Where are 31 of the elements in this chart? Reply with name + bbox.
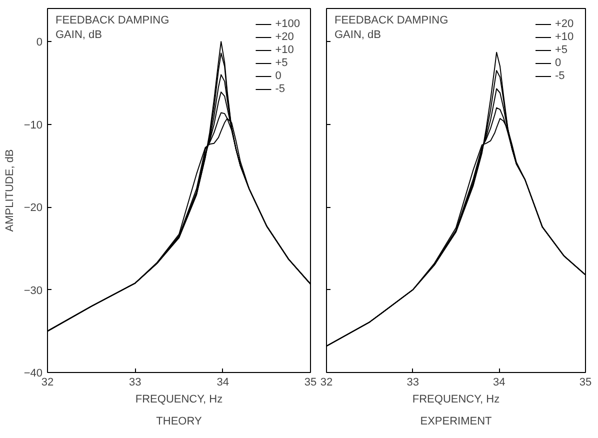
x-tick-label: 35 [304,376,317,388]
y-tick-label: −40 [24,368,43,380]
legend-label: +20 [275,31,295,43]
legend-title: FEEDBACK DAMPING GAIN, dB [334,14,448,41]
x-tick-label: 33 [129,376,142,388]
legend-label: +5 [555,44,569,56]
y-tick-label: −30 [24,284,43,297]
y-tick-label: −10 [24,119,43,132]
y-axis-title: AMPLITUDE, dB [4,149,16,232]
legend-label: -5 [275,83,286,95]
legend-label: +100 [275,18,300,30]
x-tick-label: 32 [41,376,54,388]
x-axis-title: FREQUENCY, Hz [412,394,500,406]
legend-label: 0 [555,57,562,69]
x-tick-label: 34 [216,376,229,388]
x-tick-label: 35 [579,376,592,388]
legend-title: FEEDBACK DAMPING GAIN, dB [56,14,170,41]
text: THEORY [156,416,202,428]
x-tick-label: 33 [406,376,419,388]
x-tick-label: 34 [493,376,506,388]
text: EXPERIMENT [420,416,492,428]
x-axis-title: FREQUENCY, Hz [135,394,223,406]
y-tick-label: 0 [36,36,43,49]
legend-label: +10 [555,31,575,43]
legend-label: +20 [555,18,575,30]
x-tick-label: 32 [320,376,333,388]
legend-label: +10 [275,44,295,56]
y-tick-label: −20 [24,202,43,214]
legend-label: 0 [275,70,282,82]
legend-label: +5 [275,57,289,69]
legend-label: -5 [555,70,566,82]
